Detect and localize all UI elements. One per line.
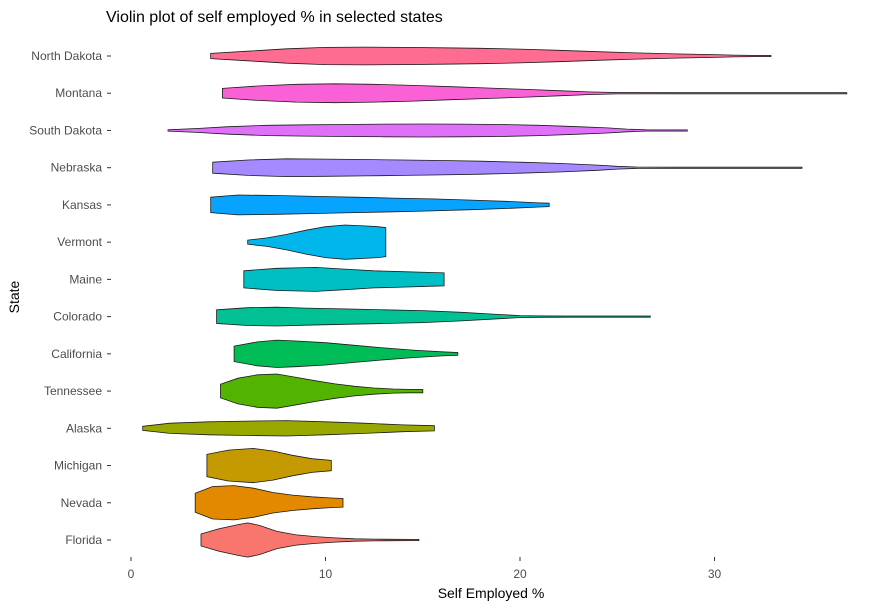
x-tick-label-10: 10 bbox=[319, 567, 333, 581]
x-tick-label-0: 0 bbox=[128, 567, 135, 581]
x-axis-title: Self Employed % bbox=[438, 585, 545, 601]
y-tick-label-alaska: Alaska bbox=[66, 421, 102, 435]
violin-south-dakota bbox=[167, 123, 688, 138]
violin-nevada bbox=[194, 485, 344, 521]
violin-montana bbox=[222, 83, 848, 104]
y-tick-label-colorado: Colorado bbox=[53, 310, 102, 324]
y-tick-label-south-dakota: South Dakota bbox=[29, 123, 102, 137]
y-tick-label-nebraska: Nebraska bbox=[51, 161, 103, 175]
violin-north-dakota bbox=[210, 46, 772, 66]
y-axis-title: State bbox=[6, 280, 22, 313]
y-tick-label-maine: Maine bbox=[69, 272, 102, 286]
violin-alaska bbox=[142, 420, 435, 437]
y-tick-label-kansas: Kansas bbox=[62, 198, 102, 212]
y-tick-label-nevada: Nevada bbox=[61, 496, 103, 510]
y-tick-label-vermont: Vermont bbox=[57, 235, 102, 249]
y-tick-label-michigan: Michigan bbox=[54, 459, 102, 473]
violin-michigan bbox=[206, 447, 332, 484]
violin-colorado bbox=[216, 306, 651, 327]
y-tick-label-north-dakota: North Dakota bbox=[31, 49, 102, 63]
violin-tennessee bbox=[220, 373, 424, 409]
x-tick-label-20: 20 bbox=[513, 567, 527, 581]
violin-nebraska bbox=[212, 158, 803, 178]
y-tick-label-tennessee: Tennessee bbox=[44, 384, 102, 398]
y-axis: Florida Nevada Michigan Alaska Tennessee Cali… bbox=[29, 49, 111, 547]
y-tick-label-california: California bbox=[51, 347, 102, 361]
x-axis: 0 10 20 30 bbox=[128, 557, 722, 581]
y-tick-label-florida: Florida bbox=[65, 533, 102, 547]
violin-california bbox=[233, 339, 459, 368]
plot-area bbox=[142, 46, 848, 558]
violin-vermont bbox=[247, 224, 387, 260]
chart-title: Violin plot of self employed % in select… bbox=[106, 9, 443, 26]
x-tick-label-30: 30 bbox=[708, 567, 722, 581]
violin-kansas bbox=[210, 194, 550, 216]
violin-maine bbox=[243, 266, 445, 292]
violin-florida bbox=[200, 522, 420, 558]
y-tick-label-montana: Montana bbox=[55, 86, 102, 100]
